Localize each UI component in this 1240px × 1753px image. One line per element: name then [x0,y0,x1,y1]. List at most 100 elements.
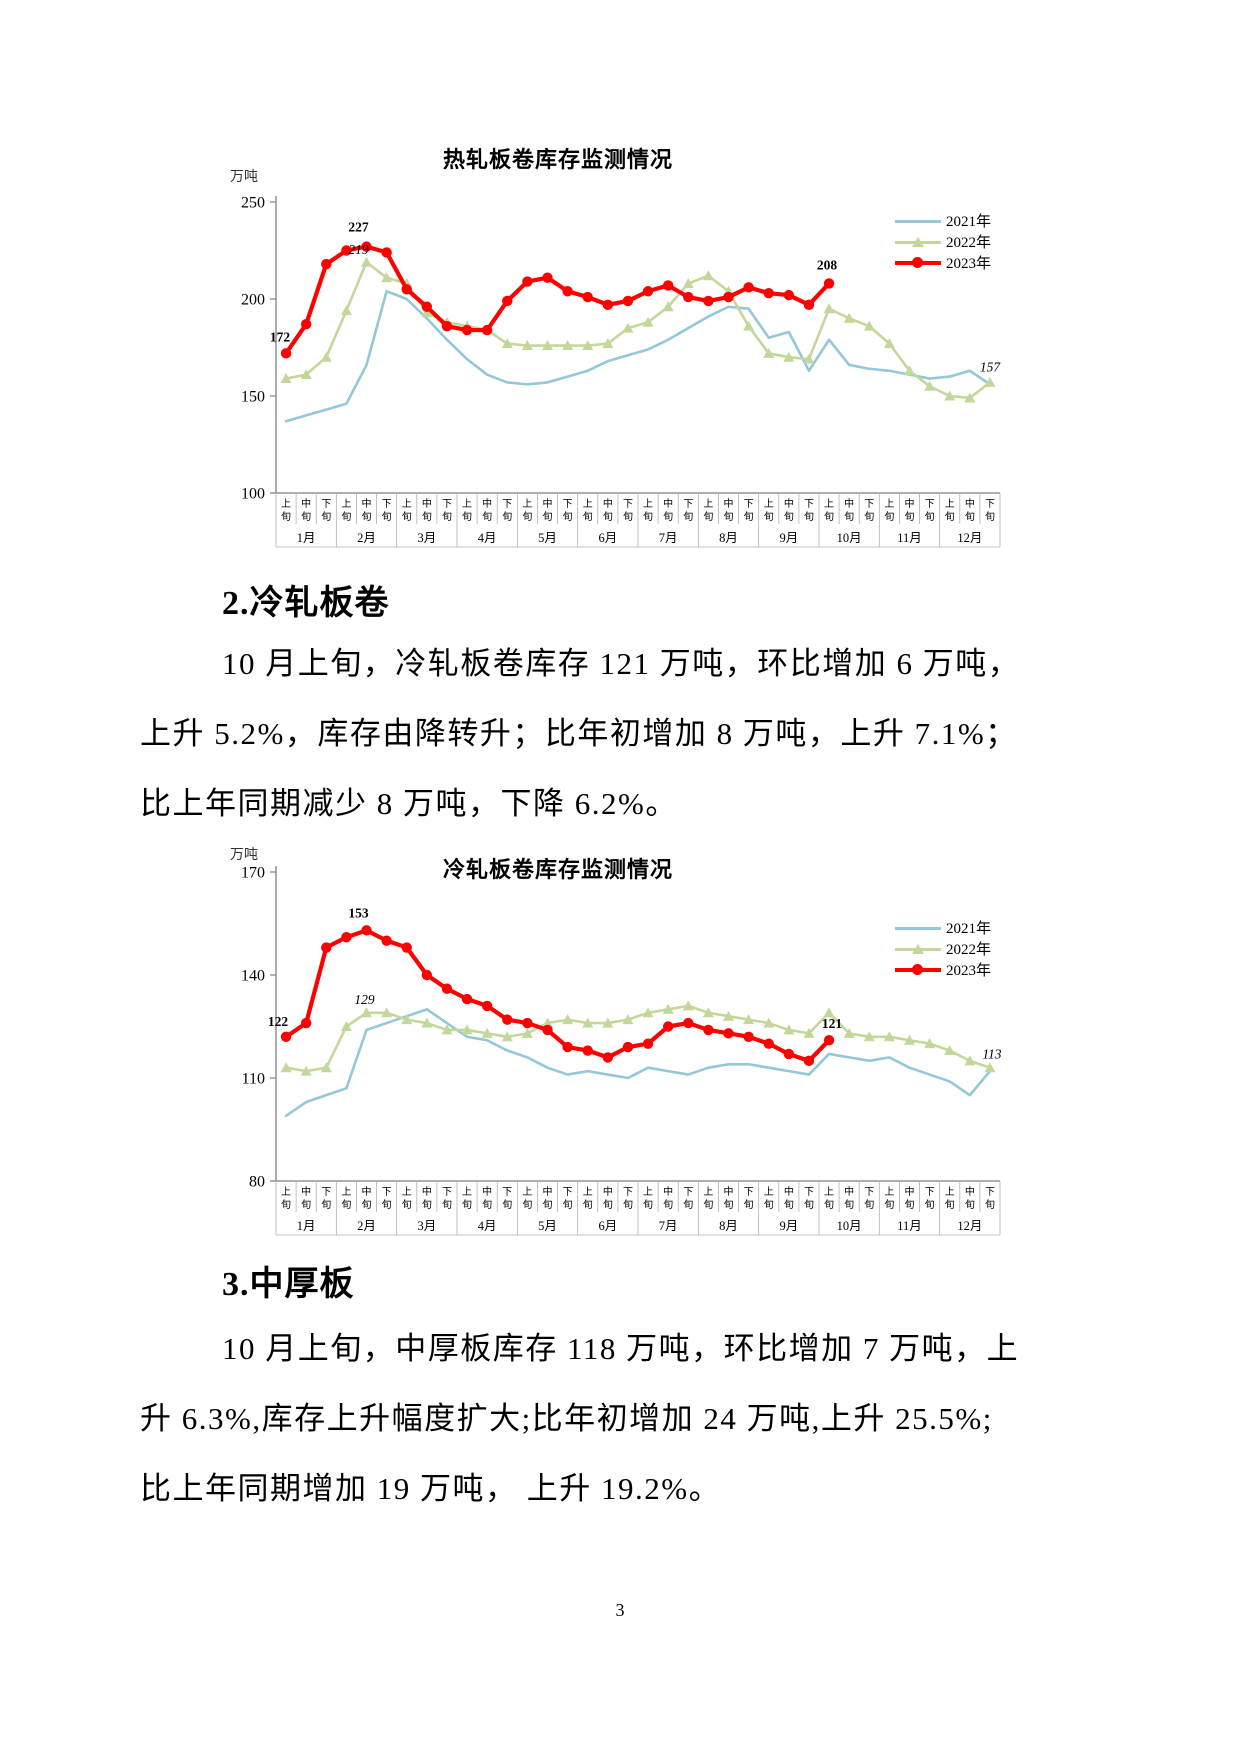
svg-text:下: 下 [442,1187,452,1198]
svg-text:下: 下 [321,1187,331,1198]
svg-text:下: 下 [623,1187,633,1198]
axes: 250200150100上旬中旬下旬上旬中旬下旬上旬中旬下旬上旬中旬下旬上旬中旬… [241,195,1001,548]
legend-item-2022年: 2022年 [895,938,991,959]
svg-text:旬: 旬 [362,1198,372,1211]
svg-text:6月: 6月 [598,531,617,545]
svg-text:中: 中 [724,497,734,510]
svg-text:旬: 旬 [341,510,351,523]
svg-text:旬: 旬 [603,510,613,523]
svg-text:7月: 7月 [659,1219,678,1233]
svg-text:旬: 旬 [925,510,935,523]
svg-text:1月: 1月 [297,1219,316,1233]
svg-text:上: 上 [583,498,593,510]
svg-text:中: 中 [482,497,492,510]
svg-text:旬: 旬 [724,510,734,523]
svg-text:2月: 2月 [357,531,376,545]
line-circle-marker-icon [895,963,941,977]
svg-text:旬: 旬 [744,510,754,523]
svg-text:上: 上 [462,498,472,510]
svg-text:旬: 旬 [884,510,894,523]
svg-text:4月: 4月 [478,531,497,545]
svg-text:下: 下 [864,499,874,510]
page-number: 3 [615,1600,625,1620]
svg-text:旬: 旬 [462,1198,472,1211]
svg-text:旬: 旬 [502,1198,512,1211]
data-label: 113 [982,1047,1001,1062]
svg-text:中: 中 [301,497,311,510]
svg-text:旬: 旬 [341,1198,351,1211]
svg-text:旬: 旬 [281,510,291,523]
line-circle-marker-icon [895,256,941,270]
legend-label: 2021年 [946,921,992,937]
legend-label: 2021年 [946,214,992,230]
svg-text:下: 下 [442,499,452,510]
svg-text:旬: 旬 [683,510,693,523]
svg-text:中: 中 [844,1185,854,1198]
line-sample-icon [895,214,941,228]
data-label: 153 [348,905,369,920]
svg-text:上: 上 [462,1186,472,1198]
svg-text:中: 中 [784,497,794,510]
legend-item-2023年: 2023年 [895,959,991,980]
paragraph-line: 升 6.3%,库存上升幅度扩大;比年初增加 24 万吨,上升 25.5%; [140,1401,993,1436]
svg-text:上: 上 [764,1186,774,1198]
svg-text:旬: 旬 [945,510,955,523]
svg-text:下: 下 [502,1187,512,1198]
svg-text:旬: 旬 [683,1198,693,1211]
svg-text:上: 上 [402,498,412,510]
svg-text:上: 上 [522,1186,532,1198]
svg-text:旬: 旬 [643,510,653,523]
svg-text:140: 140 [241,968,265,985]
svg-text:旬: 旬 [985,510,995,523]
svg-text:旬: 旬 [864,1198,874,1211]
svg-text:旬: 旬 [422,1198,432,1211]
svg-text:旬: 旬 [844,1198,854,1211]
svg-text:旬: 旬 [804,510,814,523]
svg-text:12月: 12月 [957,1219,982,1233]
svg-text:旬: 旬 [703,510,713,523]
svg-text:中: 中 [422,497,432,510]
data-label: 129 [354,992,375,1007]
svg-text:旬: 旬 [623,1198,633,1211]
paragraph-line: 10 月上旬，冷轧板卷库存 121 万吨，环比增加 6 万吨， [222,646,1021,681]
svg-text:旬: 旬 [985,1198,995,1211]
svg-text:旬: 旬 [321,510,331,523]
svg-text:上: 上 [402,1186,412,1198]
series-2023年 [280,925,835,1067]
svg-text:上: 上 [522,498,532,510]
svg-text:旬: 旬 [583,510,593,523]
svg-text:10月: 10月 [837,531,862,545]
series-2023年 [280,241,835,359]
svg-text:200: 200 [241,292,265,309]
svg-text:下: 下 [744,499,754,510]
legend-label: 2023年 [946,256,992,272]
svg-text:下: 下 [502,499,512,510]
svg-text:3月: 3月 [417,531,436,545]
svg-text:旬: 旬 [583,1198,593,1211]
svg-text:170: 170 [241,865,265,882]
svg-text:上: 上 [583,1186,593,1198]
svg-text:旬: 旬 [965,510,975,523]
svg-text:旬: 旬 [301,1198,311,1211]
svg-text:旬: 旬 [482,1198,492,1211]
svg-text:旬: 旬 [764,510,774,523]
svg-text:下: 下 [382,499,392,510]
svg-text:旬: 旬 [482,510,492,523]
svg-text:旬: 旬 [563,1198,573,1211]
svg-text:中: 中 [543,497,553,510]
svg-text:旬: 旬 [784,510,794,523]
paragraph-line: 比上年同期增加 19 万吨， 上升 19.2%。 [140,1471,722,1506]
svg-text:旬: 旬 [543,1198,553,1211]
section-heading-medium-plate: 3.中厚板 [222,1266,355,1303]
svg-text:9月: 9月 [779,1219,798,1233]
svg-text:旬: 旬 [442,510,452,523]
svg-text:2月: 2月 [357,1219,376,1233]
svg-text:上: 上 [945,498,955,510]
svg-text:下: 下 [985,499,995,510]
svg-text:110: 110 [242,1071,265,1088]
svg-text:旬: 旬 [402,510,412,523]
svg-text:中: 中 [362,1185,372,1198]
svg-text:旬: 旬 [402,1198,412,1211]
svg-text:4月: 4月 [478,1219,497,1233]
